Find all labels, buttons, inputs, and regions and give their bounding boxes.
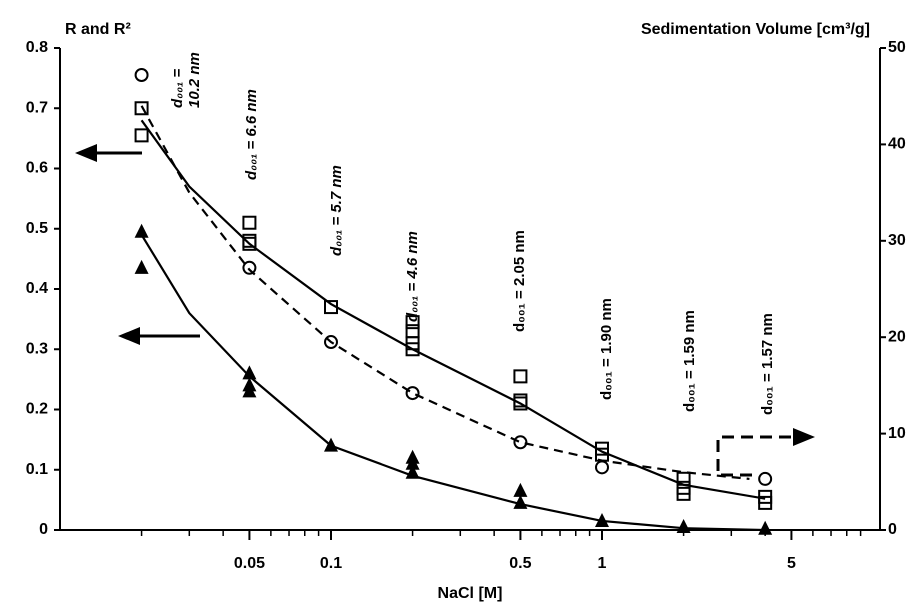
circle-point [513, 435, 528, 450]
triangle-point [676, 518, 691, 533]
circle-point [324, 335, 338, 350]
circle-point [758, 471, 773, 486]
triangle-point [405, 455, 420, 470]
x-tick-label: 0.05 [234, 555, 265, 572]
y2-tick-label: 10 [888, 425, 906, 442]
annotation: d₀₀₁ = 4.6 nm [404, 231, 421, 322]
y2-tick-label: 40 [888, 136, 906, 153]
annotation: d₀₀₁ = 6.6 nm [243, 89, 260, 180]
annotation: d₀₀₁ = 1.57 nm [759, 313, 776, 415]
x-axis-title: NaCl [M] [438, 585, 503, 602]
triangle-point [242, 365, 257, 380]
y-tick-label: 0.6 [26, 160, 48, 177]
square-point [134, 101, 149, 116]
fit-line [140, 119, 766, 500]
square-point [405, 324, 420, 339]
fit-line [140, 105, 750, 481]
triangle-point [513, 482, 528, 497]
y-tick-label: 0.3 [26, 340, 48, 357]
y-axis-title: R and R² [65, 21, 131, 38]
square-point [242, 236, 257, 251]
y2-tick-label: 50 [888, 39, 906, 56]
y-tick-label: 0.2 [26, 401, 48, 418]
y-tick-label: 0.7 [26, 99, 48, 116]
y2-tick-label: 30 [888, 232, 906, 249]
annotation: d₀₀₁ = [169, 69, 186, 108]
x-tick-label: 0.5 [509, 555, 531, 572]
y-tick-label: 0.1 [26, 461, 48, 478]
square-point [513, 396, 528, 411]
circle-point [134, 67, 149, 82]
y-tick-label: 0.4 [26, 280, 48, 297]
triangle-point [758, 520, 773, 535]
triangle-point [134, 259, 149, 274]
y2-axis-title: Sedimentation Volume [cm³/g] [641, 21, 870, 38]
triangle-point [242, 383, 257, 398]
y-tick-label: 0.5 [26, 220, 48, 237]
annotation: d₀₀₁ = 1.90 nm [598, 298, 615, 400]
annotation: d₀₀₁ = 1.59 nm [681, 310, 698, 412]
annotation: d₀₀₁ = 5.7 nm [328, 165, 345, 256]
square-point [676, 486, 691, 501]
x-tick-label: 5 [787, 555, 796, 572]
circle-point [595, 460, 609, 475]
square-point [758, 495, 773, 510]
square-point [513, 369, 528, 384]
annotation: 10.2 nm [186, 52, 203, 108]
x-tick-label: 0.1 [320, 555, 342, 572]
annotation: d₀₀₁ = 2.05 nm [511, 230, 528, 332]
y-tick-label: 0.8 [26, 39, 48, 56]
circle-point [242, 260, 257, 275]
fit-line [140, 234, 766, 532]
square-point [405, 315, 420, 330]
square-point [242, 215, 257, 230]
arrows [75, 144, 815, 477]
square-point [405, 342, 420, 357]
x-tick-label: 1 [598, 555, 607, 572]
square-point [134, 128, 149, 143]
y2-tick-label: 0 [888, 521, 897, 538]
circle-point [405, 386, 420, 401]
y-tick-label: 0 [39, 521, 48, 538]
triangle-point [134, 223, 149, 238]
y2-tick-label: 20 [888, 328, 906, 345]
